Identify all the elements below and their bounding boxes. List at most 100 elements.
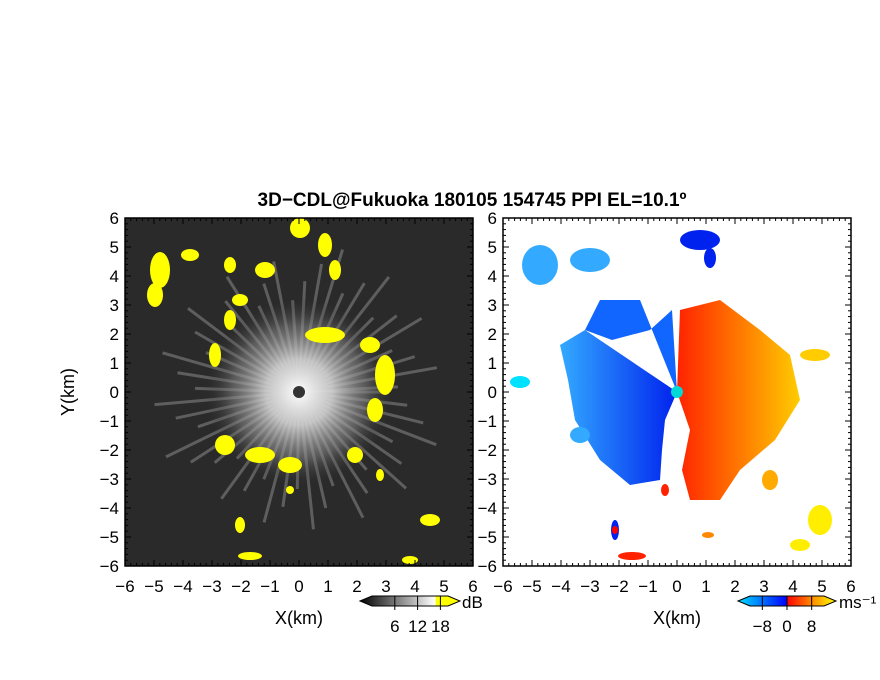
echo-patch xyxy=(329,260,341,280)
y-tick-label: −4 xyxy=(478,499,497,518)
x-tick-label: −2 xyxy=(231,577,250,596)
y-tick-label: 3 xyxy=(110,296,119,315)
y-tick-label: 1 xyxy=(110,354,119,373)
x-tick-label: −5 xyxy=(522,577,541,596)
velocity-patch xyxy=(704,248,716,268)
x-tick-label: −3 xyxy=(580,577,599,596)
echo-patch xyxy=(305,327,345,343)
echo-patch xyxy=(215,435,235,455)
velocity-echo-patches xyxy=(510,230,832,560)
x-tick-label: −1 xyxy=(638,577,657,596)
left-xlabel: X(km) xyxy=(275,608,323,628)
x-tick-label: 3 xyxy=(381,577,390,596)
y-tick-label: −6 xyxy=(100,557,119,576)
right-colorbar-unit: ms⁻¹ xyxy=(839,593,877,612)
colorbar-tick-label: 18 xyxy=(431,617,450,636)
x-tick-label: 5 xyxy=(439,577,448,596)
x-tick-label: −5 xyxy=(144,577,163,596)
echo-patch xyxy=(367,398,383,422)
y-tick-label: −5 xyxy=(478,528,497,547)
x-tick-label: 4 xyxy=(410,577,419,596)
echo-patch xyxy=(420,514,440,526)
echo-patch xyxy=(402,556,418,564)
left-colorbar: 6 12 18 dB xyxy=(358,593,483,636)
velocity-patch xyxy=(570,248,610,272)
x-tick-label: −4 xyxy=(173,577,192,596)
y-tick-label: −4 xyxy=(100,499,119,518)
x-tick-label: 3 xyxy=(759,577,768,596)
echo-patch xyxy=(347,447,363,463)
y-tick-label: 6 xyxy=(488,209,497,228)
yellow-echo-patches xyxy=(147,218,440,564)
y-tick-label: −3 xyxy=(478,470,497,489)
x-tick-label: 1 xyxy=(701,577,710,596)
colorbar-tick-label: −8 xyxy=(753,617,772,636)
left-ylabel: Y(km) xyxy=(58,368,78,416)
right-colorbar: −8 0 8 ms⁻¹ xyxy=(736,593,877,636)
figure-title: 3D−CDL@Fukuoka 180105 154745 PPI EL=10.1… xyxy=(258,190,687,211)
radar-site-right xyxy=(671,386,683,398)
y-tick-label: 0 xyxy=(488,383,497,402)
echo-patch xyxy=(245,447,275,463)
x-tick-label: 6 xyxy=(846,577,855,596)
velocity-patch xyxy=(808,505,832,535)
y-tick-label: 2 xyxy=(110,325,119,344)
y-tick-label: −1 xyxy=(100,412,119,431)
velocity-patch xyxy=(790,539,810,551)
echo-patch xyxy=(209,343,221,367)
y-tick-label: 1 xyxy=(488,354,497,373)
velocity-patch xyxy=(762,470,778,490)
y-tick-label: −5 xyxy=(100,528,119,547)
echo-patch xyxy=(286,486,294,494)
x-tick-label: 1 xyxy=(323,577,332,596)
echo-patch xyxy=(255,262,275,278)
y-tick-label: 5 xyxy=(488,238,497,257)
x-tick-label: 6 xyxy=(468,577,477,596)
left-colorbar-unit: dB xyxy=(462,593,483,612)
y-tick-label: 6 xyxy=(110,209,119,228)
x-tick-label: −2 xyxy=(609,577,628,596)
x-tick-label: 2 xyxy=(730,577,739,596)
right-xlabel: X(km) xyxy=(653,608,701,628)
y-tick-label: 4 xyxy=(488,267,497,286)
y-tick-label: −1 xyxy=(478,412,497,431)
y-tick-label: 4 xyxy=(110,267,119,286)
left-colorbar-bar xyxy=(358,595,462,607)
echo-patch xyxy=(147,283,163,307)
left-axes: −6 −5 −4 −3 −2 −1 0 1 2 3 4 5 6 −6 −5 −4 −3 −2 −1 0 1 2 3 4 5 6 xyxy=(100,209,478,596)
velocity-patch xyxy=(618,552,646,560)
echo-patch xyxy=(278,457,302,473)
echo-patch xyxy=(376,469,384,481)
echo-patch xyxy=(181,249,199,261)
velocity-patch xyxy=(680,230,720,250)
y-tick-label: 2 xyxy=(488,325,497,344)
y-tick-label: −6 xyxy=(478,557,497,576)
y-tick-label: 5 xyxy=(110,238,119,257)
velocity-patch xyxy=(570,427,590,443)
x-tick-label: 0 xyxy=(294,577,303,596)
echo-patch xyxy=(235,517,245,533)
y-tick-label: 3 xyxy=(488,296,497,315)
colorbar-tick-label: 12 xyxy=(408,617,427,636)
radar-site-left xyxy=(293,386,305,398)
velocity-approaching-outer xyxy=(585,300,677,392)
echo-patch xyxy=(375,355,395,395)
right-panel: −6 −5 −4 −3 −2 −1 0 1 2 3 4 5 6 −6 −5 −4 −3 −2 −1 0 1 2 3 4 5 6 X… xyxy=(478,209,877,636)
echo-patch xyxy=(224,310,236,330)
velocity-patch xyxy=(510,376,530,388)
x-tick-label: 4 xyxy=(788,577,797,596)
velocity-patch xyxy=(612,526,618,534)
y-tick-label: −2 xyxy=(100,441,119,460)
velocity-patch xyxy=(800,349,830,361)
echo-patch xyxy=(290,218,310,238)
x-tick-label: −3 xyxy=(202,577,221,596)
velocity-approaching-region xyxy=(560,330,677,485)
x-tick-label: 5 xyxy=(817,577,826,596)
echo-patch xyxy=(232,294,248,306)
echo-patch xyxy=(238,552,262,560)
x-tick-label: −1 xyxy=(260,577,279,596)
x-tick-label: 2 xyxy=(352,577,361,596)
colorbar-tick-label: 6 xyxy=(390,617,399,636)
colorbar-tick-label: 0 xyxy=(782,617,791,636)
